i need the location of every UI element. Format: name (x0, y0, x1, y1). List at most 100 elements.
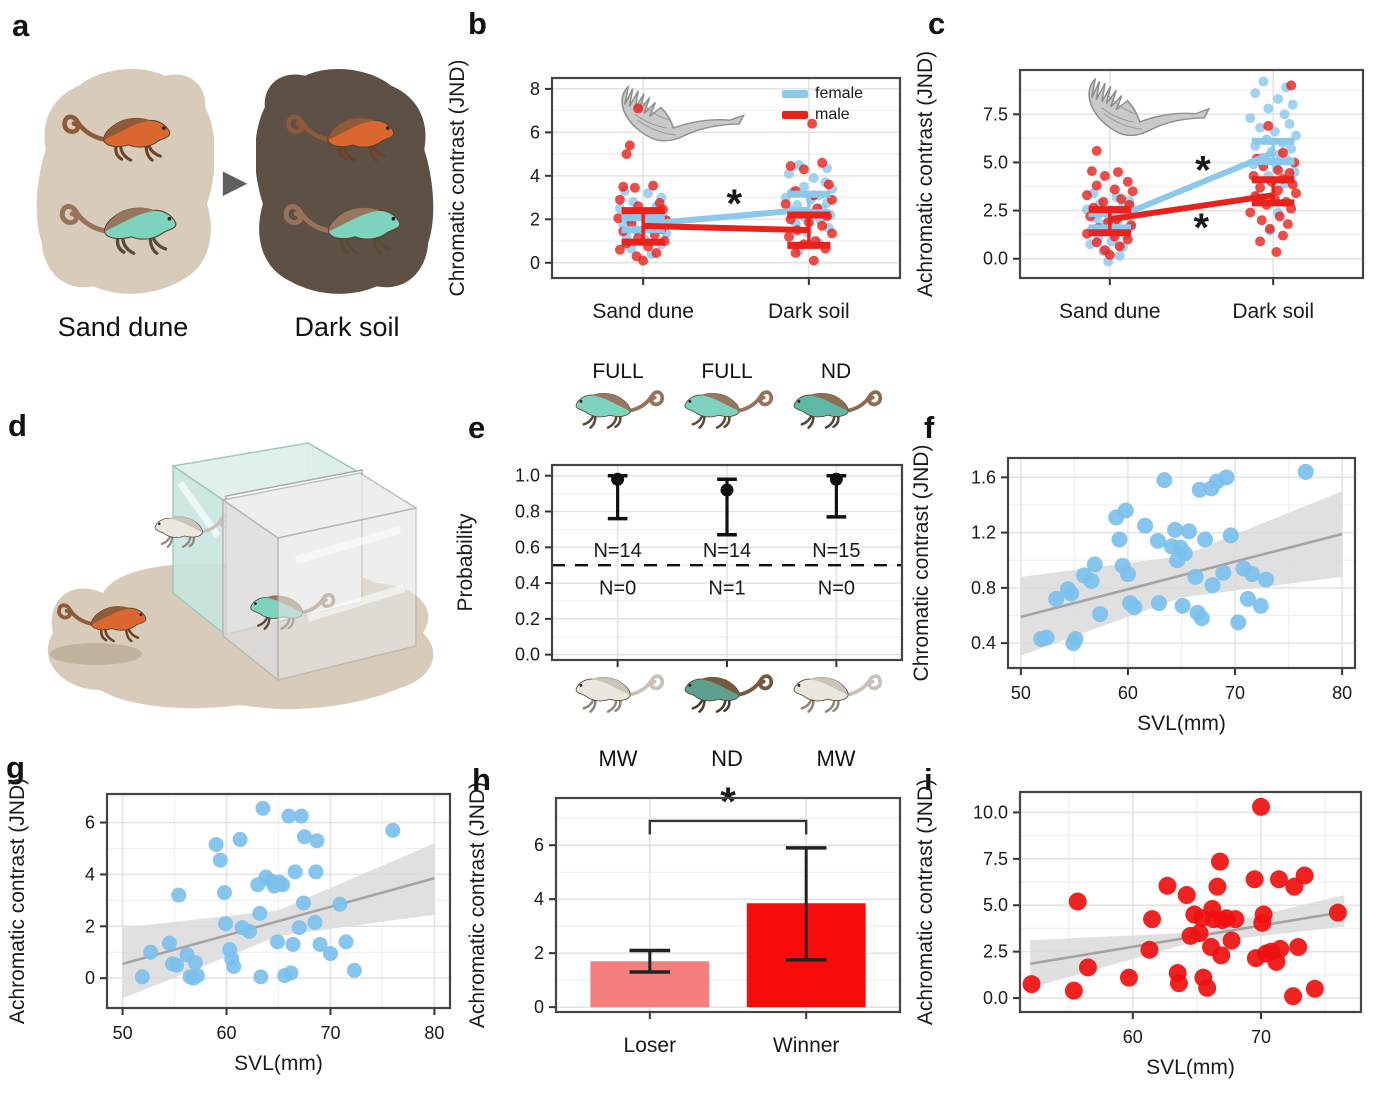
soaring-bird-illustration (621, 84, 746, 142)
experiment-arena-drawing (47, 441, 434, 709)
n-above-label: N=15 (812, 540, 860, 562)
panel-letter-a: a (12, 8, 30, 43)
y-tick-label: 0 (530, 253, 540, 273)
y-tick-label: 2.5 (983, 942, 1008, 962)
significance-asterisk: * (726, 182, 742, 226)
category-label: Sand dune (1059, 300, 1161, 323)
y-tick-label: 1.0 (515, 466, 540, 486)
x-tick-label: 70 (1225, 683, 1245, 703)
n-below-label: N=1 (708, 578, 745, 600)
significance-asterisk: * (1195, 148, 1211, 192)
regression-line (122, 877, 435, 966)
y-axis-label: Achromatic contrast (JND) (914, 779, 937, 1025)
chart-c-canvas: * * 0.0 2.5 5.0 7.5 Achromatic contrast (JND) S… (908, 8, 1373, 353)
scatter-points (1022, 797, 1347, 1006)
legend-swatch-male (782, 111, 808, 119)
habitat-caption-dark: Dark soil (294, 312, 400, 342)
male-mean-line (1109, 192, 1274, 223)
x-tick-label: 70 (1251, 1027, 1271, 1047)
y-tick-label: 6 (534, 835, 544, 855)
y-tick-label: 5.0 (983, 895, 1008, 915)
soaring-bird-illustration (1088, 77, 1211, 137)
y-tick-label: 0.6 (515, 537, 540, 557)
chart-i-canvas: 0.0 2.5 5.0 7.5 10.0 Achromatic contrast (JND… (908, 752, 1373, 1094)
lizard-bottom-mw-1 (568, 664, 668, 716)
panel-letter-c: c (928, 6, 946, 41)
plot-frame (550, 76, 902, 280)
significance-bracket (648, 819, 808, 835)
dark-blob-shape (256, 68, 434, 294)
x-axis-label: SVL(mm) (1137, 712, 1226, 735)
arrow-right-icon: ▶ (222, 163, 248, 199)
x-tick-label: 60 (1118, 683, 1138, 703)
y-tick-label: 5.0 (983, 152, 1008, 172)
treatment-label-bottom-2: ND (711, 746, 743, 771)
panel-letter-e: e (468, 410, 486, 445)
panel-letter-d: d (8, 408, 27, 443)
y-tick-label: 10.0 (973, 802, 1008, 822)
male-mean-line (643, 222, 809, 234)
scatter-points (1033, 463, 1314, 652)
y-tick-label: 2 (85, 916, 95, 936)
plot-frame (550, 463, 904, 662)
x-tick-label: 80 (1332, 683, 1352, 703)
treatment-label-bottom-1: MW (598, 746, 638, 771)
chart-f-canvas: 0.4 0.8 1.2 1.6 Chromatic contrast (JND) 50 60… (908, 418, 1373, 748)
regression-line (1020, 532, 1343, 619)
habitat-comparison: Sand dune ▶ Dark soil (8, 8, 438, 343)
n-below-label: N=0 (818, 578, 855, 600)
treatment-label-top-2: FULL (701, 360, 753, 383)
plot-frame (1006, 456, 1357, 670)
y-axis-label: Achromatic contrast (JND) (914, 51, 937, 297)
panel-a-habitat-illustration: a Sand dune ▶ Dark soil (8, 8, 438, 353)
female-mean-line (1108, 150, 1275, 223)
chart-h-canvas: * 0 2 4 6 Achromatic contrast (JND) Loser Winne… (464, 752, 914, 1094)
lizard-top-nd (786, 380, 886, 432)
y-tick-label: 2 (534, 943, 544, 963)
chart-g-canvas: 0 2 4 6 Achromatic contrast (JND) 50 60 70 80 SVL… (2, 752, 464, 1094)
x-tick-label: 60 (1123, 1027, 1143, 1047)
y-tick-label: 0.0 (515, 645, 540, 665)
plot-frame (105, 792, 452, 1010)
panel-g-achromatic-svl-chart: g 0 2 4 6 Achromatic contrast (JND) 50 60 70 80 S… (2, 752, 464, 1094)
n-above-label: N=14 (703, 540, 751, 562)
habitat-caption-sand: Sand dune (57, 312, 189, 342)
x-axis-label: SVL(mm) (1146, 1056, 1235, 1079)
significance-asterisk: * (1194, 206, 1210, 250)
y-axis-label: Probability (454, 513, 477, 612)
panel-letter-f: f (924, 410, 935, 445)
category-label: Loser (624, 1034, 677, 1057)
y-tick-label: 0 (85, 968, 95, 988)
panel-d-arena-illustration: d (8, 388, 453, 748)
x-tick-label: 80 (424, 1023, 444, 1043)
significance-asterisk: * (720, 780, 736, 824)
n-below-label: N=0 (599, 578, 636, 600)
plot-frame (1018, 68, 1365, 280)
x-axis-label: SVL(mm) (234, 1052, 323, 1075)
y-axis-label: Achromatic contrast (JND) (6, 778, 29, 1024)
y-tick-label: 0.2 (515, 609, 540, 629)
y-tick-label: 6 (85, 813, 95, 833)
y-tick-label: 0 (534, 997, 544, 1017)
x-tick-label: 70 (320, 1023, 340, 1043)
y-tick-label: 0.4 (515, 573, 540, 593)
y-tick-label: 0.8 (515, 502, 540, 522)
x-tick-label: 50 (1011, 683, 1031, 703)
n-above-label: N=14 (593, 540, 641, 562)
probability-point (829, 472, 843, 486)
chart-b-canvas: * female male 0 2 4 6 8 Chromatic contrast (JND)… (440, 8, 912, 353)
category-label: Dark soil (1232, 300, 1314, 323)
y-tick-label: 4 (534, 889, 544, 909)
category-label: Dark soil (768, 300, 850, 323)
y-tick-label: 2.5 (983, 201, 1008, 221)
panel-letter-i: i (924, 762, 933, 797)
y-tick-label: 4 (85, 864, 95, 884)
y-tick-label: 7.5 (983, 849, 1008, 869)
y-tick-label: 2 (530, 209, 540, 229)
scatter-points (134, 800, 401, 986)
panel-h-loser-winner-chart: h * 0 2 4 6 Achromatic contrast (JND) Loser Win… (464, 752, 914, 1094)
panel-letter-h: h (472, 762, 491, 797)
lizard-top-full-2 (677, 380, 777, 432)
y-axis-label: Chromatic contrast (JND) (910, 445, 933, 682)
sand-dune-illustration: Sand dune (32, 50, 214, 343)
